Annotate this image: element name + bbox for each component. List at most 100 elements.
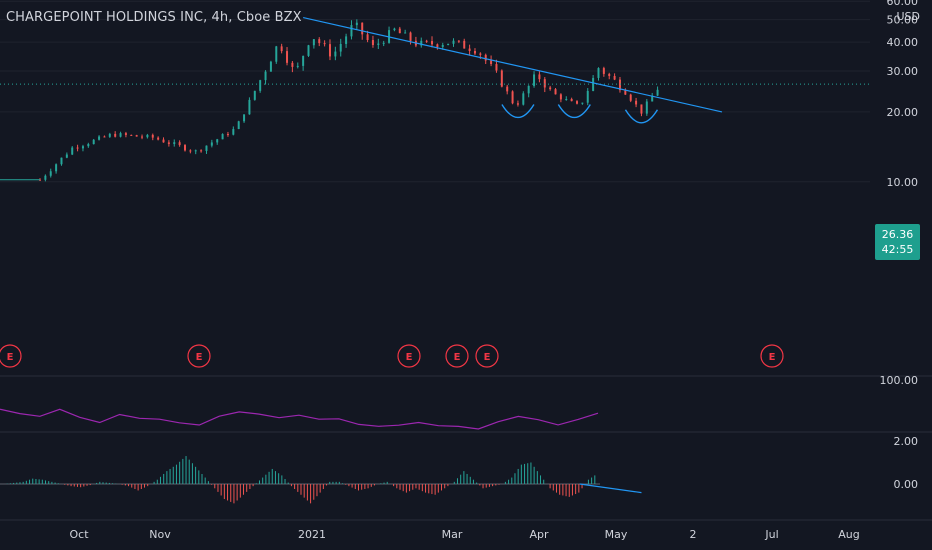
earnings-marker bbox=[397, 344, 421, 368]
candle-body bbox=[624, 90, 627, 95]
grid-lines bbox=[0, 0, 932, 521]
candle-body bbox=[269, 61, 272, 72]
candle-body bbox=[581, 102, 584, 104]
candle-body bbox=[559, 94, 562, 100]
candle-body bbox=[146, 134, 149, 138]
candle-body bbox=[490, 60, 493, 65]
currency-label[interactable]: USD bbox=[896, 10, 920, 23]
price-tick-label: 10.00 bbox=[887, 176, 919, 189]
candle-body bbox=[457, 40, 460, 42]
candle-body bbox=[334, 51, 337, 57]
earnings-marker bbox=[0, 344, 22, 368]
candle-body bbox=[151, 134, 154, 138]
candle-body bbox=[189, 150, 192, 152]
candle-body bbox=[296, 65, 299, 67]
candle-body bbox=[76, 147, 79, 149]
candle-body bbox=[506, 86, 509, 92]
candle-body bbox=[500, 70, 503, 87]
rsi-pane bbox=[0, 408, 599, 430]
candle-body bbox=[141, 136, 144, 138]
candle-body bbox=[361, 22, 364, 35]
time-tick-label: May bbox=[605, 528, 628, 541]
candle-body bbox=[275, 46, 278, 62]
descending-trendline bbox=[303, 17, 723, 113]
candle-body bbox=[92, 139, 95, 145]
candle-body bbox=[522, 93, 525, 105]
earnings-marker-label: E bbox=[406, 352, 413, 363]
bottom-arc bbox=[624, 109, 659, 124]
candle-body bbox=[597, 68, 600, 78]
candle-body bbox=[339, 43, 342, 52]
candle-body bbox=[130, 134, 133, 136]
osc-tick-label: 0.00 bbox=[894, 478, 919, 491]
candle-body bbox=[355, 22, 358, 26]
candle-body bbox=[431, 41, 434, 45]
candle-body bbox=[114, 133, 117, 137]
candle-body bbox=[210, 142, 213, 146]
candle-body bbox=[533, 74, 536, 86]
candle-body bbox=[393, 28, 396, 31]
candle-body bbox=[162, 139, 165, 143]
candle-body bbox=[173, 142, 176, 144]
candle-body bbox=[420, 40, 423, 46]
rsi-line bbox=[0, 408, 599, 430]
price-tick-label: 60.00 bbox=[887, 0, 919, 8]
chart-title: CHARGEPOINT HOLDINGS INC, 4h, Cboe BZX bbox=[6, 10, 302, 25]
last-price-tag: 26.36 42:55 bbox=[875, 224, 920, 260]
candle-body bbox=[640, 104, 643, 114]
candle-body bbox=[651, 95, 654, 102]
candle-body bbox=[645, 101, 648, 114]
earnings-marker bbox=[445, 344, 469, 368]
earnings-marker bbox=[760, 344, 784, 368]
candle-body bbox=[194, 150, 197, 152]
candle-body bbox=[108, 133, 111, 137]
candlesticks bbox=[0, 19, 659, 182]
candle-body bbox=[60, 157, 63, 165]
candle-body bbox=[495, 64, 498, 71]
candle-body bbox=[49, 171, 52, 176]
candle-body bbox=[291, 62, 294, 67]
earnings-marker-label: E bbox=[196, 352, 203, 363]
earnings-marker bbox=[187, 344, 211, 368]
candle-body bbox=[404, 32, 407, 34]
candle-body bbox=[55, 164, 58, 172]
candle-body bbox=[280, 46, 283, 52]
candle-body bbox=[237, 121, 240, 130]
earnings-marker-label: E bbox=[484, 352, 491, 363]
candle-body bbox=[221, 134, 224, 140]
candle-body bbox=[323, 43, 326, 45]
oscillator-pane bbox=[0, 456, 642, 504]
candle-body bbox=[232, 129, 235, 135]
candle-body bbox=[516, 103, 519, 105]
time-tick-label: Jul bbox=[764, 528, 778, 541]
candle-body bbox=[103, 136, 106, 138]
candle-body bbox=[259, 80, 262, 91]
candle-body bbox=[350, 25, 353, 37]
candle-body bbox=[602, 68, 605, 74]
candle-body bbox=[425, 40, 428, 42]
candle-body bbox=[608, 73, 611, 76]
candle-body bbox=[302, 55, 305, 66]
candle-body bbox=[484, 54, 487, 61]
osc-tick-label: 2.00 bbox=[894, 435, 919, 448]
price-tick-label: 50.00 bbox=[887, 14, 919, 27]
time-tick-label: Apr bbox=[529, 528, 549, 541]
candle-body bbox=[345, 36, 348, 44]
candle-body bbox=[71, 147, 74, 155]
candle-body bbox=[119, 133, 122, 137]
candle-body bbox=[366, 34, 369, 41]
candle-body bbox=[570, 98, 573, 102]
candle-body bbox=[565, 98, 568, 100]
drawings bbox=[0, 17, 870, 124]
candle-body bbox=[538, 74, 541, 80]
time-tick-label: Aug bbox=[838, 528, 859, 541]
candle-body bbox=[441, 44, 444, 47]
candle-body bbox=[398, 28, 401, 34]
bottom-arc bbox=[501, 104, 535, 119]
candle-body bbox=[307, 45, 310, 56]
candle-body bbox=[447, 43, 450, 45]
candle-body bbox=[253, 90, 256, 100]
candle-body bbox=[656, 89, 659, 96]
